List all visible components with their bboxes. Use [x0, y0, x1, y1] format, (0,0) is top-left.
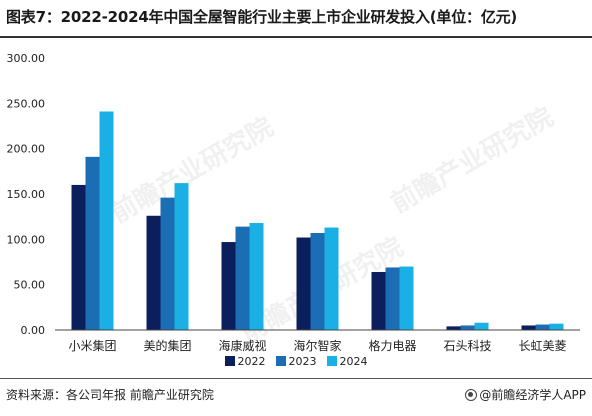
bar-2023: [160, 197, 175, 330]
brand-text: @前瞻经济学人APP: [479, 388, 586, 402]
legend-item-2023: 2023: [275, 355, 317, 368]
legend-swatch: [224, 356, 235, 366]
y-tick-label: 50.00: [14, 279, 46, 292]
x-tick-label: 小米集团: [68, 338, 116, 353]
bar-2022: [521, 325, 536, 330]
bar-2023: [235, 226, 250, 330]
title-divider: [0, 36, 592, 38]
bar-2022: [296, 237, 311, 330]
bar-2023: [535, 324, 550, 330]
x-axis-labels: 小米集团 美的集团 海康威视 海尔智家 格力电器 石头科技 长虹美菱: [68, 338, 566, 353]
x-tick-label: 海康威视: [218, 338, 266, 353]
bar-2022: [371, 271, 386, 330]
x-tick-label: 美的集团: [143, 338, 191, 353]
bar-chart: 0.0050.00100.00150.00200.00250.00300.00 …: [7, 52, 580, 353]
legend-item-2024: 2024: [326, 355, 368, 368]
x-tick-label: 格力电器: [368, 338, 416, 353]
bar-2022: [446, 326, 461, 330]
chart-legend: 2022 2023 2024: [0, 355, 592, 368]
brand-credit: @前瞻经济学人APP: [465, 386, 586, 403]
bars-group: [71, 111, 564, 330]
bar-2022: [146, 215, 161, 330]
bar-2022: [221, 242, 236, 330]
bar-2024: [549, 323, 564, 330]
bar-2023: [85, 156, 100, 330]
legend-label: 2022: [237, 355, 266, 368]
chart-title: 图表7：2022-2024年中国全屋智能行业主要上市企业研发投入(单位：亿元): [6, 8, 518, 26]
legend-swatch: [275, 356, 286, 366]
bar-2024: [99, 111, 114, 330]
bar-2024: [174, 183, 189, 330]
bar-2024: [399, 266, 414, 330]
legend-label: 2023: [288, 355, 317, 368]
brand-logo-icon: [465, 389, 478, 401]
x-tick-label: 石头科技: [443, 339, 491, 353]
bar-2023: [310, 232, 325, 330]
bar-2024: [474, 322, 489, 330]
x-tick-label: 长虹美菱: [518, 339, 566, 353]
legend-swatch: [326, 356, 337, 366]
bar-2024: [324, 227, 339, 330]
x-tick-label: 海尔智家: [293, 338, 341, 353]
y-tick-label: 250.00: [7, 97, 46, 110]
bar-2022: [71, 184, 86, 330]
y-tick-label: 300.00: [7, 52, 46, 65]
bar-2024: [249, 223, 264, 330]
legend-item-2022: 2022: [224, 355, 266, 368]
bar-2023: [460, 325, 475, 330]
legend-label: 2024: [339, 355, 368, 368]
y-axis: 0.00 50.00 100.00 150.00 200.00 250.00 300.00: [7, 52, 46, 337]
footer-divider: [0, 378, 592, 379]
source-note: 资料来源：各公司年报 前瞻产业研究院: [6, 388, 214, 402]
y-tick-label: 200.00: [7, 143, 46, 156]
y-tick-label: 150.00: [7, 188, 46, 201]
y-tick-label: 100.00: [7, 233, 46, 246]
bar-2023: [385, 267, 400, 330]
y-tick-label: 0.00: [21, 324, 46, 337]
